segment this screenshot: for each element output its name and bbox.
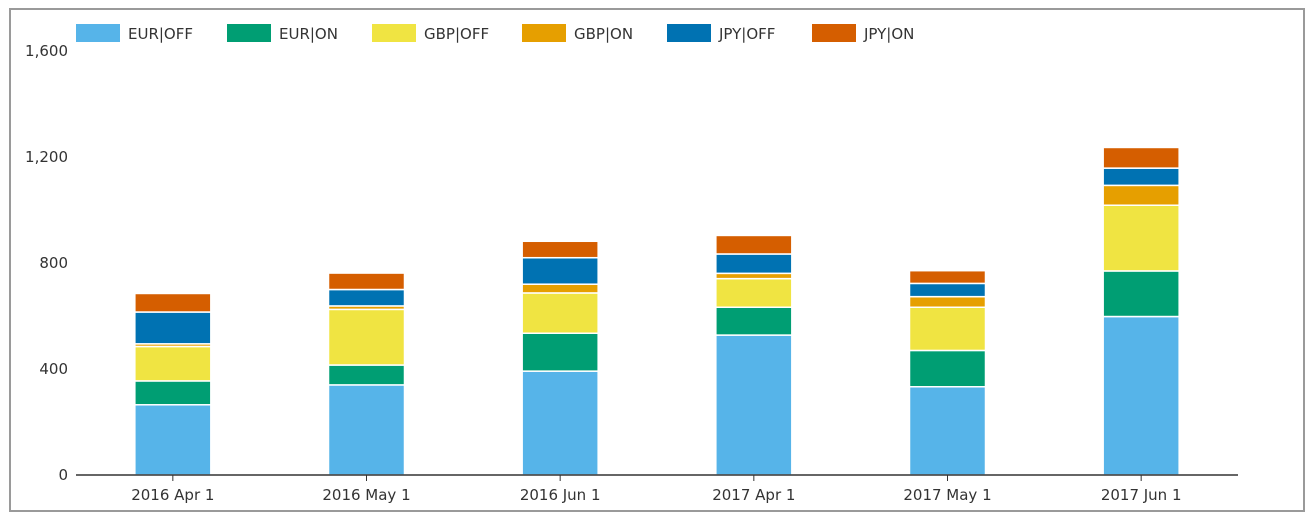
- bar-3-3: [715, 272, 793, 280]
- bar-0-0: [134, 404, 212, 476]
- legend-label-0: EUR|OFF: [128, 25, 193, 43]
- legend-swatch-0: [76, 24, 120, 42]
- x-tick-label-4: 2017 May 1: [903, 486, 991, 504]
- chart-frame: [9, 8, 1305, 512]
- legend-label-2: GBP|OFF: [424, 25, 489, 43]
- legend-swatch-2: [372, 24, 416, 42]
- bar-5-0: [1102, 315, 1180, 476]
- legend-swatch-4: [667, 24, 711, 42]
- y-tick-label-2: 800: [39, 254, 68, 272]
- legend: EUR|OFF EUR|ON GBP|OFF GBP|ON JPY|OFF JPY|ON: [76, 24, 914, 43]
- y-axis: 0 400 800 1,200 1,600: [25, 42, 68, 484]
- x-axis: 2016 Apr 1 2016 May 1 2016 Jun 1 2017 Apr 1…: [76, 474, 1238, 504]
- bar-3-0: [715, 334, 793, 476]
- bars: [134, 146, 1180, 476]
- bar-3-1: [715, 306, 793, 336]
- bar-2-2: [521, 292, 599, 334]
- bar-3-2: [715, 277, 793, 309]
- bar-0-1: [134, 380, 212, 406]
- bar-0-5: [134, 292, 212, 313]
- bar-5-3: [1102, 184, 1180, 206]
- bar-2-1: [521, 332, 599, 372]
- bar-4-3: [908, 295, 987, 309]
- bar-4-5: [908, 269, 987, 285]
- bar-4-2: [908, 306, 987, 352]
- bar-1-5: [327, 272, 406, 291]
- bar-0-2: [134, 345, 212, 382]
- bar-2-3: [521, 283, 599, 294]
- bar-0-4: [134, 311, 212, 345]
- bar-2-5: [521, 240, 599, 259]
- bar-1-2: [327, 308, 406, 366]
- bar-5-1: [1102, 270, 1180, 318]
- legend-label-5: JPY|ON: [863, 25, 914, 43]
- bar-2-0: [521, 370, 599, 476]
- legend-label-1: EUR|ON: [279, 25, 338, 43]
- bar-4-0: [908, 386, 987, 476]
- y-tick-label-1: 400: [39, 360, 68, 378]
- y-tick-label-3: 1,200: [25, 148, 68, 166]
- bar-3-5: [715, 234, 793, 255]
- bar-4-1: [908, 349, 987, 388]
- x-tick-label-2: 2016 Jun 1: [520, 486, 601, 504]
- legend-label-4: JPY|OFF: [718, 25, 775, 43]
- x-tick-label-3: 2017 Apr 1: [712, 486, 795, 504]
- bar-3-4: [715, 253, 793, 275]
- legend-swatch-3: [522, 24, 566, 42]
- legend-label-3: GBP|ON: [574, 25, 633, 43]
- bar-5-2: [1102, 204, 1180, 272]
- y-tick-label-4: 1,600: [25, 42, 68, 60]
- legend-swatch-1: [227, 24, 271, 42]
- x-tick-label-0: 2016 Apr 1: [131, 486, 214, 504]
- bar-1-4: [327, 288, 406, 307]
- legend-swatch-5: [812, 24, 856, 42]
- x-tick-label-5: 2017 Jun 1: [1101, 486, 1182, 504]
- bar-5-4: [1102, 167, 1180, 187]
- y-tick-label-0: 0: [58, 466, 68, 484]
- x-tick-label-1: 2016 May 1: [322, 486, 410, 504]
- bar-5-5: [1102, 146, 1180, 169]
- bar-1-0: [327, 384, 406, 476]
- bar-1-1: [327, 364, 406, 386]
- bar-4-4: [908, 282, 987, 298]
- bar-2-4: [521, 256, 599, 285]
